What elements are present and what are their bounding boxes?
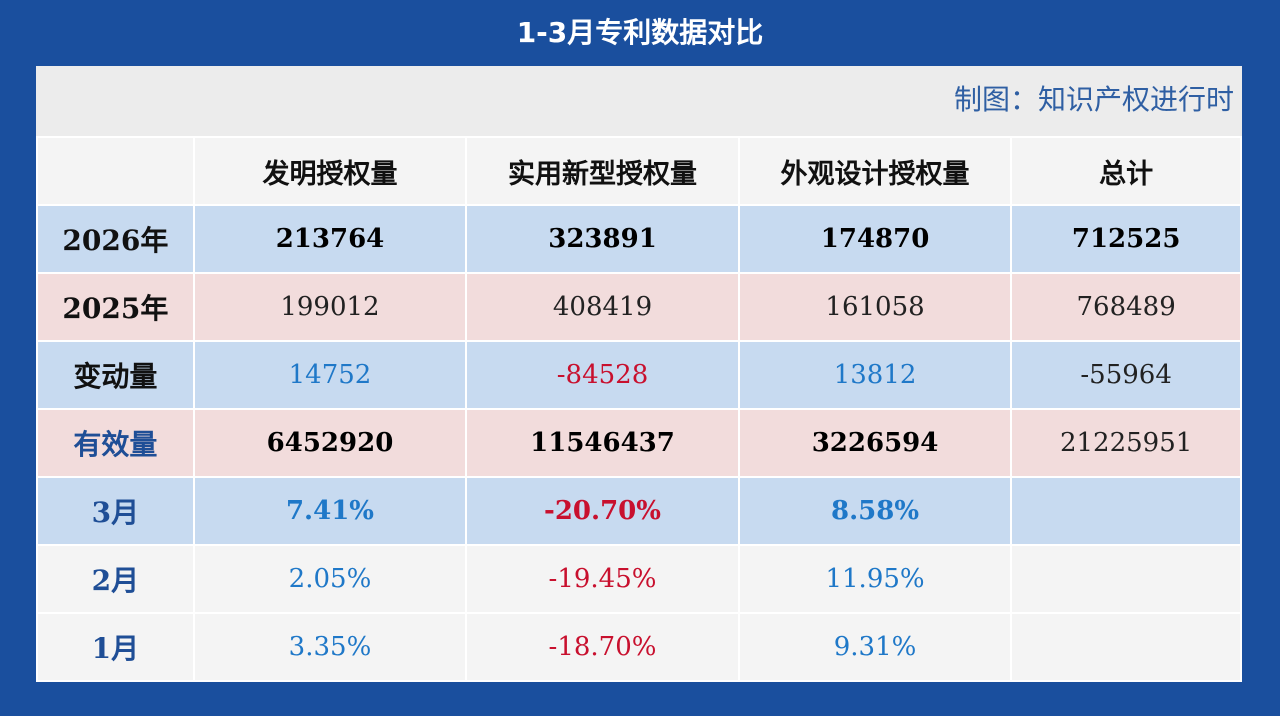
- credit-text: 制图：知识产权进行时: [953, 83, 1234, 116]
- row-label: 有效量: [36, 408, 195, 478]
- table-cell: 199012: [192, 272, 468, 342]
- table-cell: 7.41%: [192, 476, 468, 546]
- table-cell: 11546437: [465, 408, 740, 478]
- table-cell: 2.05%: [192, 544, 468, 614]
- row-label: 变动量: [36, 340, 195, 410]
- table-cell: [1010, 544, 1242, 614]
- page-title: 1-3月专利数据对比: [516, 16, 764, 49]
- credit-bar: 制图：知识产权进行时: [36, 66, 1242, 136]
- table-cell: 9.31%: [737, 612, 1013, 682]
- table-cell: 8.58%: [737, 476, 1013, 546]
- table-cell: 408419: [465, 272, 740, 342]
- row-label: 2026年: [36, 204, 195, 274]
- row-label: 2025年: [36, 272, 195, 342]
- table-row: 3月 7.41% -20.70% 8.58%: [36, 476, 1242, 546]
- table-cell: 3.35%: [192, 612, 468, 682]
- table-cell: [1010, 612, 1242, 682]
- table-cell: 21225951: [1010, 408, 1242, 478]
- table-row: 1月 3.35% -18.70% 9.31%: [36, 612, 1242, 682]
- header-invention: 发明授权量: [192, 136, 468, 206]
- header-corner: [36, 136, 195, 206]
- table-cell: 13812: [737, 340, 1013, 410]
- table-row: 有效量 6452920 11546437 3226594 21225951: [36, 408, 1242, 478]
- table-row: 变动量 14752 -84528 13812 -55964: [36, 340, 1242, 410]
- table-cell: 323891: [465, 204, 740, 274]
- table-cell: 712525: [1010, 204, 1242, 274]
- table-cell: 6452920: [192, 408, 468, 478]
- header-total: 总计: [1010, 136, 1242, 206]
- table-cell: -55964: [1010, 340, 1242, 410]
- table-cell: 174870: [737, 204, 1013, 274]
- header-utility: 实用新型授权量: [465, 136, 740, 206]
- table-cell: 161058: [737, 272, 1013, 342]
- table-cell: -18.70%: [465, 612, 740, 682]
- table-cell: 3226594: [737, 408, 1013, 478]
- table-row: 2025年 199012 408419 161058 768489: [36, 272, 1242, 342]
- header-design: 外观设计授权量: [737, 136, 1013, 206]
- table-cell: 213764: [192, 204, 468, 274]
- row-label: 3月: [36, 476, 195, 546]
- row-label: 2月: [36, 544, 195, 614]
- row-label: 1月: [36, 612, 195, 682]
- patent-table: 发明授权量 实用新型授权量 外观设计授权量 总计 2026年 213764 32…: [36, 136, 1242, 682]
- header-row: 发明授权量 实用新型授权量 外观设计授权量 总计: [36, 136, 1242, 206]
- table-cell: 14752: [192, 340, 468, 410]
- table-cell: 768489: [1010, 272, 1242, 342]
- table-cell: -84528: [465, 340, 740, 410]
- table-cell: -19.45%: [465, 544, 740, 614]
- table-cell: 11.95%: [737, 544, 1013, 614]
- table-row: 2026年 213764 323891 174870 712525: [36, 204, 1242, 274]
- table-cell: -20.70%: [465, 476, 740, 546]
- table-panel: 制图：知识产权进行时 发明授权量 实用新型授权量 外观设计授权量 总计 2026…: [36, 66, 1242, 682]
- table-cell: [1010, 476, 1242, 546]
- table-row: 2月 2.05% -19.45% 11.95%: [36, 544, 1242, 614]
